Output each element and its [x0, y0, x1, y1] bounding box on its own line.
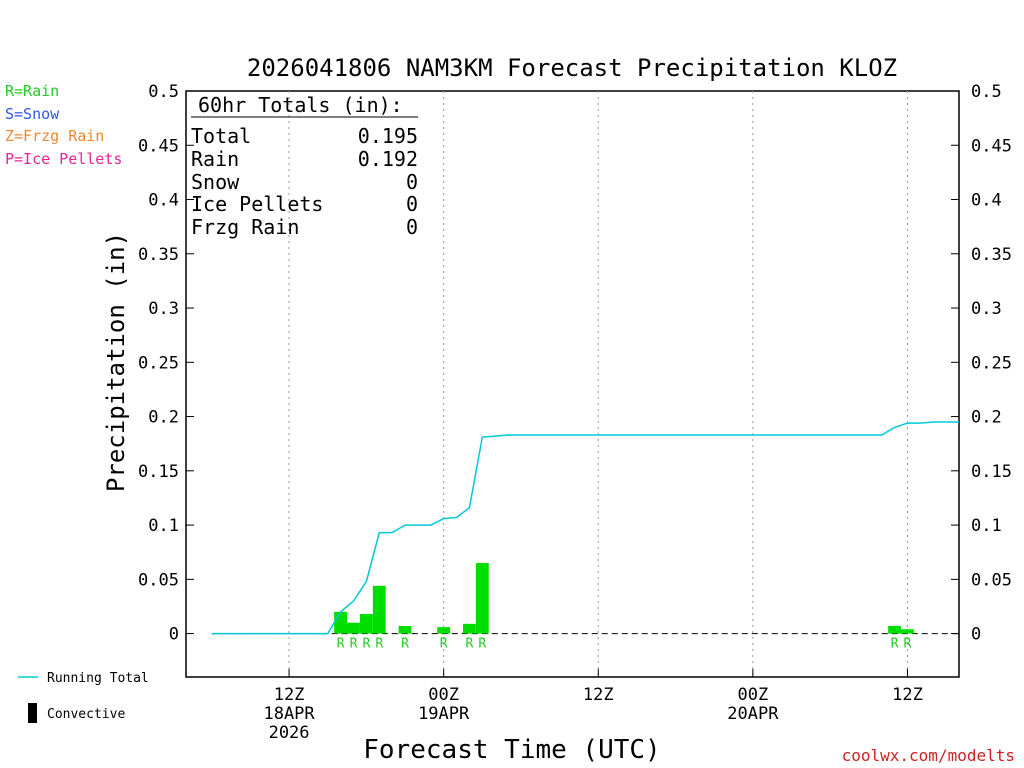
- x-tick-label: 18APR: [263, 704, 315, 724]
- y-tick-label-left: 0.25: [138, 353, 179, 373]
- convective-legend-label: Convective: [47, 707, 125, 722]
- y-tick-label-right: 0.05: [971, 570, 1012, 590]
- y-tick-label-left: 0.2: [148, 408, 179, 428]
- y-tick-label-right: 0.3: [971, 299, 1002, 319]
- bar-type-label: R: [891, 637, 899, 652]
- y-tick-label-left: 0.4: [148, 191, 179, 211]
- running-total-line: [211, 421, 959, 635]
- precip-bar: [359, 614, 373, 634]
- y-tick-label-right: 0.45: [971, 136, 1012, 156]
- convective-legend-swatch: [28, 703, 37, 723]
- y-tick-label-left: 0.1: [148, 516, 179, 536]
- precip-bar: [462, 623, 476, 634]
- x-tick-label: 12Z: [583, 685, 614, 705]
- running-total-legend-label: Running Total: [47, 671, 149, 686]
- totals-snow-value: 0: [406, 170, 418, 194]
- totals-ice-pellets-value: 0: [406, 192, 418, 216]
- y-axis-label: Precipitation (in): [102, 232, 130, 492]
- bar-type-label: R: [401, 637, 409, 652]
- y-tick-label-right: 0.25: [971, 353, 1012, 373]
- legend-frzg-rain: Z=Frzg Rain: [5, 127, 104, 145]
- precip-bar: [888, 625, 902, 634]
- precip-bar: [334, 611, 348, 634]
- y-tick-label-left: 0.5: [148, 82, 179, 102]
- totals-frzg-rain-label: Frzg Rain: [191, 215, 299, 239]
- bar-type-label: R: [478, 637, 486, 652]
- chart-title: 2026041806 NAM3KM Forecast Precipitation…: [247, 54, 897, 82]
- line-legend: Running Total Convective: [18, 671, 149, 723]
- x-tick-label: 00Z: [428, 685, 459, 705]
- bar-type-label: R: [466, 637, 474, 652]
- totals-total-value: 0.195: [358, 124, 418, 148]
- precip-type-legend: R=Rain S=Snow Z=Frzg Rain P=Ice Pellets: [5, 82, 122, 168]
- y-tick-label-right: 0.35: [971, 245, 1012, 265]
- precip-bar: [901, 629, 914, 634]
- x-tick-label: 12Z: [892, 685, 923, 705]
- totals-snow-label: Snow: [191, 170, 240, 194]
- y-tick-label-right: 0.2: [971, 408, 1002, 428]
- totals-box: 60hr Totals (in): Total 0.195 Rain 0.192…: [191, 93, 418, 239]
- precip-bar: [437, 627, 451, 634]
- y-tick-label-right: 0: [971, 625, 981, 645]
- y-tick-label-left: 0.45: [138, 136, 179, 156]
- x-tick-label: 12Z: [274, 685, 305, 705]
- legend-snow: S=Snow: [5, 105, 60, 123]
- y-tick-label-left: 0.35: [138, 245, 179, 265]
- precip-bar: [372, 585, 386, 634]
- bar-type-label: R: [440, 637, 448, 652]
- totals-header: 60hr Totals (in):: [198, 93, 403, 117]
- y-tick-label-left: 0.3: [148, 299, 179, 319]
- plot-frame: [185, 90, 960, 678]
- vertical-gridlines: [288, 91, 908, 677]
- x-tick-label: 2026: [269, 723, 310, 743]
- bar-type-label: R: [350, 637, 358, 652]
- bar-type-label: R: [337, 637, 345, 652]
- x-tick-label: 00Z: [738, 685, 769, 705]
- precip-bar: [398, 625, 412, 634]
- totals-frzg-rain-value: 0: [406, 215, 418, 239]
- y-tick-label-left: 0.05: [138, 570, 179, 590]
- y-axis-ticks: 0.5 0.5 0.45 0.45 0.4 0.4 0.35 0.35 0.3 0.3 0.25 0.…: [138, 82, 1012, 645]
- legend-ice-pellets: P=Ice Pellets: [5, 150, 122, 168]
- y-tick-label-left: 0.15: [138, 462, 179, 482]
- y-tick-label-right: 0.1: [971, 516, 1002, 536]
- y-tick-label-right: 0.15: [971, 462, 1012, 482]
- bar-type-label: R: [362, 637, 370, 652]
- bar-type-label: R: [375, 637, 383, 652]
- totals-rain-value: 0.192: [358, 147, 418, 171]
- watermark: coolwx.com/modelts: [842, 746, 1015, 765]
- y-tick-label-right: 0.4: [971, 191, 1002, 211]
- totals-ice-pellets-label: Ice Pellets: [191, 192, 323, 216]
- y-tick-label-right: 0.5: [971, 82, 1002, 102]
- precip-bar: [475, 563, 489, 634]
- legend-rain: R=Rain: [5, 82, 59, 100]
- precip-bar: [347, 622, 360, 634]
- totals-total-label: Total: [191, 124, 251, 148]
- x-axis-label: Forecast Time (UTC): [363, 735, 660, 765]
- y-tick-label-left: 0: [169, 625, 179, 645]
- bar-type-label: R: [904, 637, 912, 652]
- totals-rain-label: Rain: [191, 147, 239, 171]
- hourly-precip-bars: [334, 563, 914, 634]
- x-tick-label: 19APR: [418, 704, 470, 724]
- x-tick-label: 20APR: [727, 704, 779, 724]
